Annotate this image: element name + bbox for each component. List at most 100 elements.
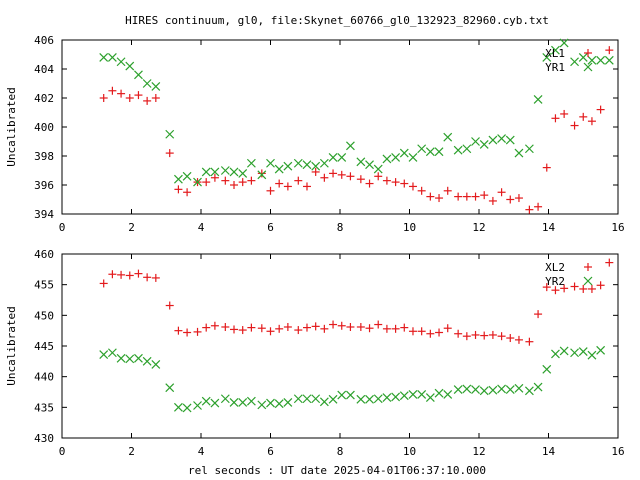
top-xl1-point xyxy=(117,89,126,98)
top-data-points xyxy=(99,38,614,214)
bottom-xl2-point xyxy=(579,284,588,293)
top-yr1-point xyxy=(514,148,524,158)
bottom-yr2-point xyxy=(505,385,515,394)
bottom-yr2-point xyxy=(99,350,109,360)
bottom-xl2-point xyxy=(99,279,108,288)
bottom-yr2-point xyxy=(514,383,524,393)
top-xl1-point xyxy=(247,176,256,185)
bottom-x-tick-label: 6 xyxy=(267,445,274,458)
bottom-y-ticks: 430 435 440 445 450 455 460 xyxy=(34,248,618,445)
top-x-tick-label: 12 xyxy=(472,221,485,234)
bottom-yr2-point xyxy=(274,399,284,409)
bottom-y-tick-label: 450 xyxy=(34,309,54,322)
bottom-xl2-point xyxy=(408,327,417,336)
top-yr1-point xyxy=(246,158,256,168)
top-xl1-point xyxy=(151,94,160,102)
bottom-xl2-point xyxy=(230,325,239,334)
bottom-yr2-point xyxy=(453,385,463,394)
bottom-xl2-point xyxy=(551,286,560,295)
bottom-yr2-point xyxy=(479,386,489,396)
bottom-yr2-point xyxy=(488,385,498,395)
bottom-yr2-point xyxy=(408,390,418,399)
legend-marker-yr1 xyxy=(583,62,593,72)
top-yr1-point xyxy=(182,171,192,181)
top-yr1-point xyxy=(551,45,560,55)
legend-label-yr1: YR1 xyxy=(545,61,565,74)
top-yr1-point xyxy=(229,167,239,177)
top-xl1-point xyxy=(238,178,247,187)
top-xl1-point xyxy=(165,149,174,158)
top-yr1-point xyxy=(471,137,480,146)
bottom-yr2-point xyxy=(134,353,143,363)
top-xl1-point xyxy=(488,196,497,205)
bottom-xl2-point xyxy=(266,327,275,336)
top-xl1-point xyxy=(374,172,383,181)
top-x-ticks: 0 2 4 6 8 10 12 14 16 xyxy=(59,40,625,234)
top-x-tick-label: 10 xyxy=(403,221,416,234)
bottom-yr2-point xyxy=(220,394,230,404)
bottom-xl2-point xyxy=(134,269,143,278)
bottom-yr2-point xyxy=(266,398,275,408)
bottom-xl2-point xyxy=(542,283,551,292)
top-yr1-point xyxy=(337,153,347,162)
top-xl1-point xyxy=(125,94,134,102)
bottom-yr2-point xyxy=(365,394,374,404)
top-yr1-point xyxy=(570,57,579,67)
top-yr1-point xyxy=(302,160,312,170)
bottom-xl2-point xyxy=(426,329,435,338)
top-x-tick-label: 4 xyxy=(198,221,205,234)
bottom-xl2-point xyxy=(346,322,355,331)
bottom-x-tick-label: 2 xyxy=(128,445,135,458)
bottom-yr2-point xyxy=(533,382,543,392)
top-yr1-point xyxy=(505,135,515,145)
top-yr1-point xyxy=(373,164,383,174)
top-xl1-point xyxy=(454,192,463,201)
bottom-xl2-point xyxy=(514,335,523,344)
bottom-xl2-point xyxy=(443,324,452,333)
top-xl1-point xyxy=(408,182,417,191)
top-xl1-point xyxy=(302,182,311,191)
bottom-yr2-point xyxy=(246,396,256,406)
top-xl1-point xyxy=(579,112,588,121)
top-yr1-point xyxy=(408,153,418,162)
bottom-xl2-point xyxy=(210,321,219,330)
legend-marker-xl2 xyxy=(584,263,592,271)
bottom-xl2-point xyxy=(534,310,543,319)
top-xl1-point xyxy=(570,121,579,130)
top-xl1-point xyxy=(443,186,452,195)
top-yr1-point xyxy=(274,164,284,174)
top-yr1-point xyxy=(142,79,152,88)
top-xl1-point xyxy=(346,172,355,181)
top-xl1-point xyxy=(551,114,560,123)
top-y-tick-label: 396 xyxy=(34,179,54,192)
top-xl1-point xyxy=(542,163,551,172)
bottom-xl2-point xyxy=(283,322,292,331)
top-yr1-point xyxy=(425,147,435,157)
top-xl1-point xyxy=(230,181,239,189)
top-yr1-point xyxy=(434,147,444,157)
bottom-xl2-point xyxy=(391,324,400,333)
bottom-xl2-point xyxy=(257,324,266,333)
top-yr1-point xyxy=(391,153,401,162)
top-yr1-point xyxy=(399,148,409,158)
top-yr1-point xyxy=(533,95,543,104)
bottom-yr2-point xyxy=(283,398,293,407)
bottom-yr2-point xyxy=(328,394,338,404)
bottom-yr2-point xyxy=(107,348,117,358)
top-yr1-point xyxy=(220,166,230,175)
bottom-xl2-point xyxy=(202,323,211,332)
bottom-xl2-point xyxy=(374,320,383,329)
bottom-yr2-point xyxy=(542,364,552,374)
bottom-yr2-point xyxy=(116,353,126,363)
top-yr1-point xyxy=(99,52,109,62)
bottom-yr2-point xyxy=(346,390,355,400)
top-xl1-point xyxy=(329,169,338,178)
top-xl1-point xyxy=(257,169,266,178)
bottom-yr2-point xyxy=(570,348,579,358)
bottom-xl2-point xyxy=(108,270,117,279)
top-xl1-point xyxy=(356,175,365,184)
bottom-x-tick-label: 4 xyxy=(198,445,205,458)
top-x-tick-label: 16 xyxy=(611,221,624,234)
bottom-xl2-point xyxy=(488,330,497,339)
